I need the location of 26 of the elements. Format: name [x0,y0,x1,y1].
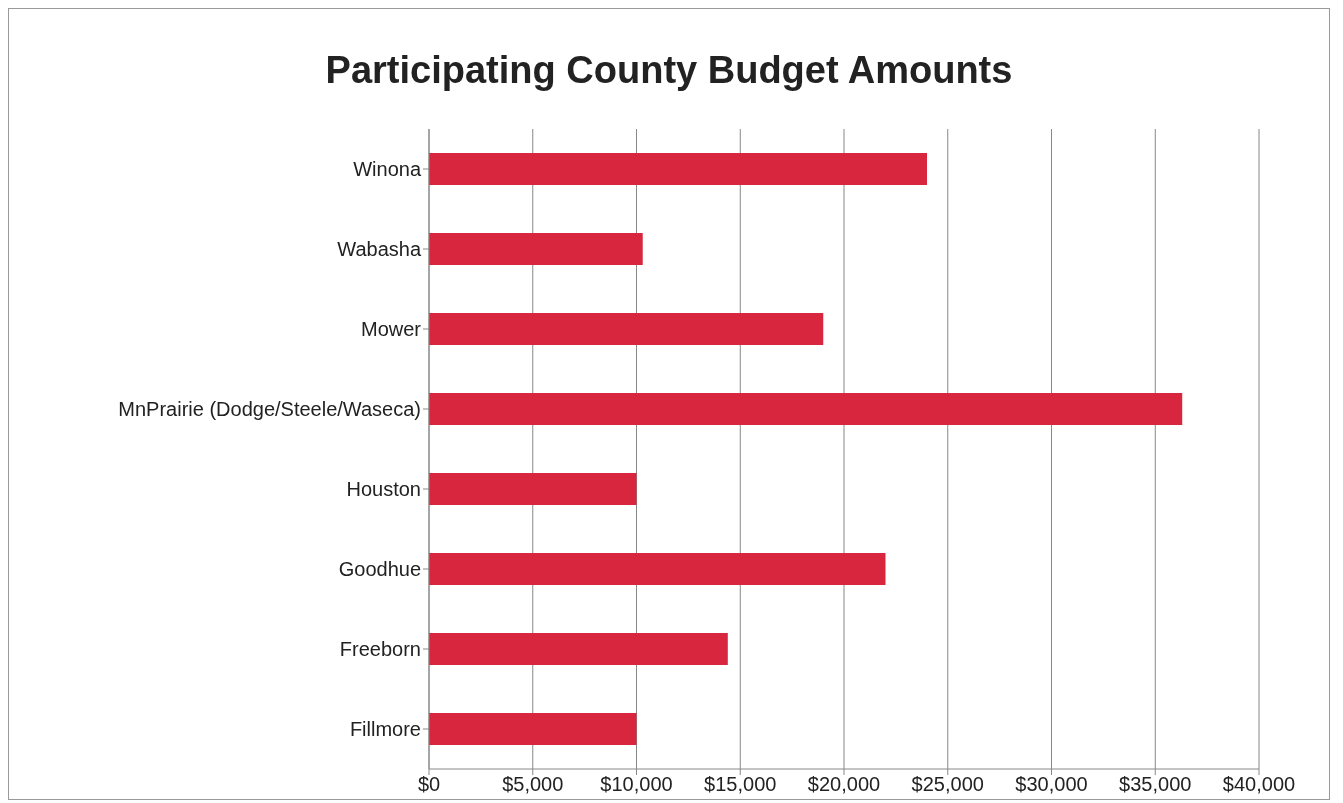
x-tick-label: $40,000 [1222,773,1296,796]
x-tick-label: $25,000 [911,773,984,796]
x-tick-label: $30,000 [1015,773,1088,796]
bar [429,313,824,345]
y-tick-label: Freeborn [339,638,421,661]
y-tick-label: Fillmore [349,718,421,741]
y-tick-label: MnPrairie (Dodge/Steele/Waseca) [118,398,421,421]
y-tick-label: Houston [346,478,421,501]
bar [429,553,886,585]
chart-title: Participating County Budget Amounts [324,48,1014,93]
y-tick-label: Mower [360,318,422,341]
bar [429,473,637,505]
x-tick-label: $10,000 [600,773,673,796]
bar [429,713,637,745]
x-tick-label: $35,000 [1119,773,1192,796]
bar [429,153,927,185]
x-tick-label: $15,000 [704,773,777,796]
bar [429,393,1183,425]
x-tick-label: $0 [417,773,441,796]
x-tick-label: $5,000 [502,773,564,796]
y-tick-label: Wabasha [337,238,422,261]
bar [429,633,728,665]
bar [429,233,643,265]
y-tick-label: Winona [353,158,422,181]
x-tick-label: $20,000 [807,773,881,796]
y-tick-label: Goodhue [338,558,421,581]
